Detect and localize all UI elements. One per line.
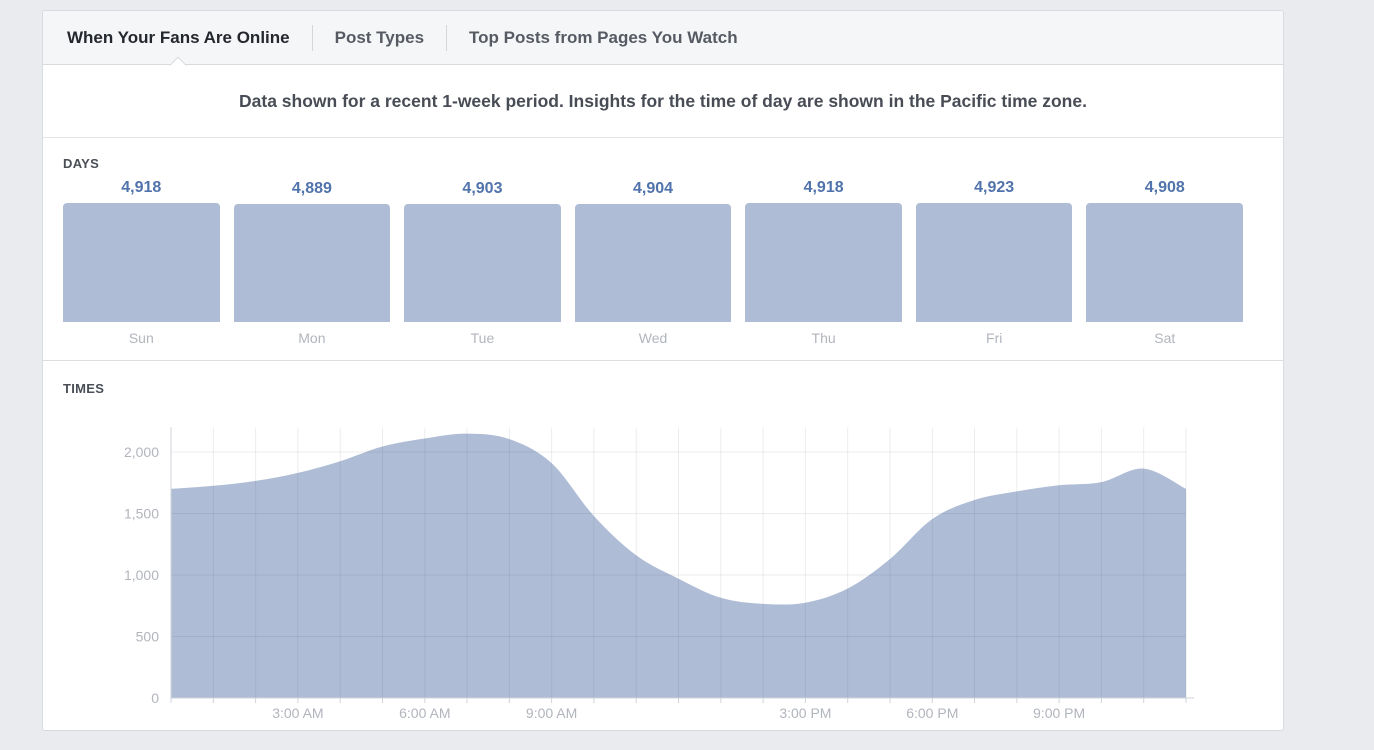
bar-value-label: 4,889 [291,179,332,197]
chart-axes [170,427,1194,703]
period-note: Data shown for a recent 1-week period. I… [239,90,1087,111]
day-bar[interactable] [63,203,220,322]
bar-value-label: 4,918 [803,179,844,197]
day-column-tue: 4,903 Tue [404,179,561,346]
times-chart-svg: 0 500 1,000 1,500 2,000 3:00 AM 6:00 AM 9:00 AM… [124,427,1194,721]
day-bar[interactable] [915,203,1073,322]
tab-divider [311,24,313,51]
day-axis-label: Wed [638,330,668,346]
days-section-title: DAYS [63,156,100,171]
times-area-chart: 0 500 1,000 1,500 2,000 3:00 AM 6:00 AM 9:00 AM… [81,408,1283,731]
y-axis-label: 1,000 [124,567,159,583]
x-axis-label: 6:00 PM [906,705,958,721]
day-axis-label: Thu [811,330,836,346]
day-column-sun: 4,918 Sun [63,179,220,346]
day-bar[interactable] [745,203,902,322]
days-bar-chart: 4,918 Sun 4,889 Mon 4,903 Tue 4,904 Wed 4,918 Thu… [63,179,1263,346]
day-bar[interactable] [233,203,391,322]
day-axis-label: Sat [1154,330,1176,346]
day-axis-label: Fri [986,330,1003,346]
tab-post-types[interactable]: Post Types [335,11,424,64]
day-axis-label: Mon [298,330,326,346]
tab-top-posts-from-pages-you-watch[interactable]: Top Posts from Pages You Watch [469,11,738,64]
day-column-fri: 4,923 Fri [915,179,1073,346]
day-axis-label: Sun [128,330,154,346]
y-axis-label: 2,000 [124,444,159,460]
insights-posts-panel: When Your Fans Are Online Post Types Top… [42,10,1284,731]
tab-label: Post Types [334,27,425,47]
bar-value-label: 4,908 [1144,179,1185,197]
y-axis-label: 0 [151,690,159,706]
bar-value-label: 4,918 [121,179,162,197]
tab-label: When Your Fans Are Online [67,27,290,47]
x-axis-label: 3:00 PM [779,705,831,721]
tab-label: Top Posts from Pages You Watch [469,27,738,47]
y-axis-label: 1,500 [124,506,159,522]
tab-bar: When Your Fans Are Online Post Types Top… [43,11,1283,74]
times-section-title: TIMES [63,381,105,396]
y-axis-label: 500 [136,629,160,645]
bar-value-label: 4,904 [633,179,674,197]
period-note-row: Data shown for a recent 1-week period. I… [43,65,1283,138]
times-section: TIMES 0 500 1,000 1,500 2,000 3:00 AM 6:00 AM 9… [43,361,1283,731]
day-bar[interactable] [1086,203,1244,322]
tab-when-your-fans-are-online[interactable]: When Your Fans Are Online [67,11,290,74]
chart-gridlines [171,427,1187,698]
x-axis-label: 9:00 AM [526,705,577,721]
x-axis-label: 6:00 AM [399,705,450,721]
day-column-thu: 4,918 Thu [745,179,902,346]
day-column-sat: 4,908 Sat [1086,179,1244,346]
x-axis-label: 9:00 PM [1033,705,1085,721]
day-bar[interactable] [574,203,732,322]
days-section: DAYS 4,918 Sun 4,889 Mon 4,903 Tue 4,904 Wed 4,9… [43,138,1283,361]
day-column-wed: 4,904 Wed [574,179,732,346]
day-axis-label: Tue [470,330,495,346]
bar-value-label: 4,903 [462,179,503,197]
tab-divider [446,24,448,51]
day-bar[interactable] [404,203,561,322]
bar-value-label: 4,923 [974,179,1015,196]
day-column-mon: 4,889 Mon [233,179,391,346]
fans-online-area[interactable] [171,433,1186,698]
x-axis-label: 3:00 AM [272,705,323,721]
